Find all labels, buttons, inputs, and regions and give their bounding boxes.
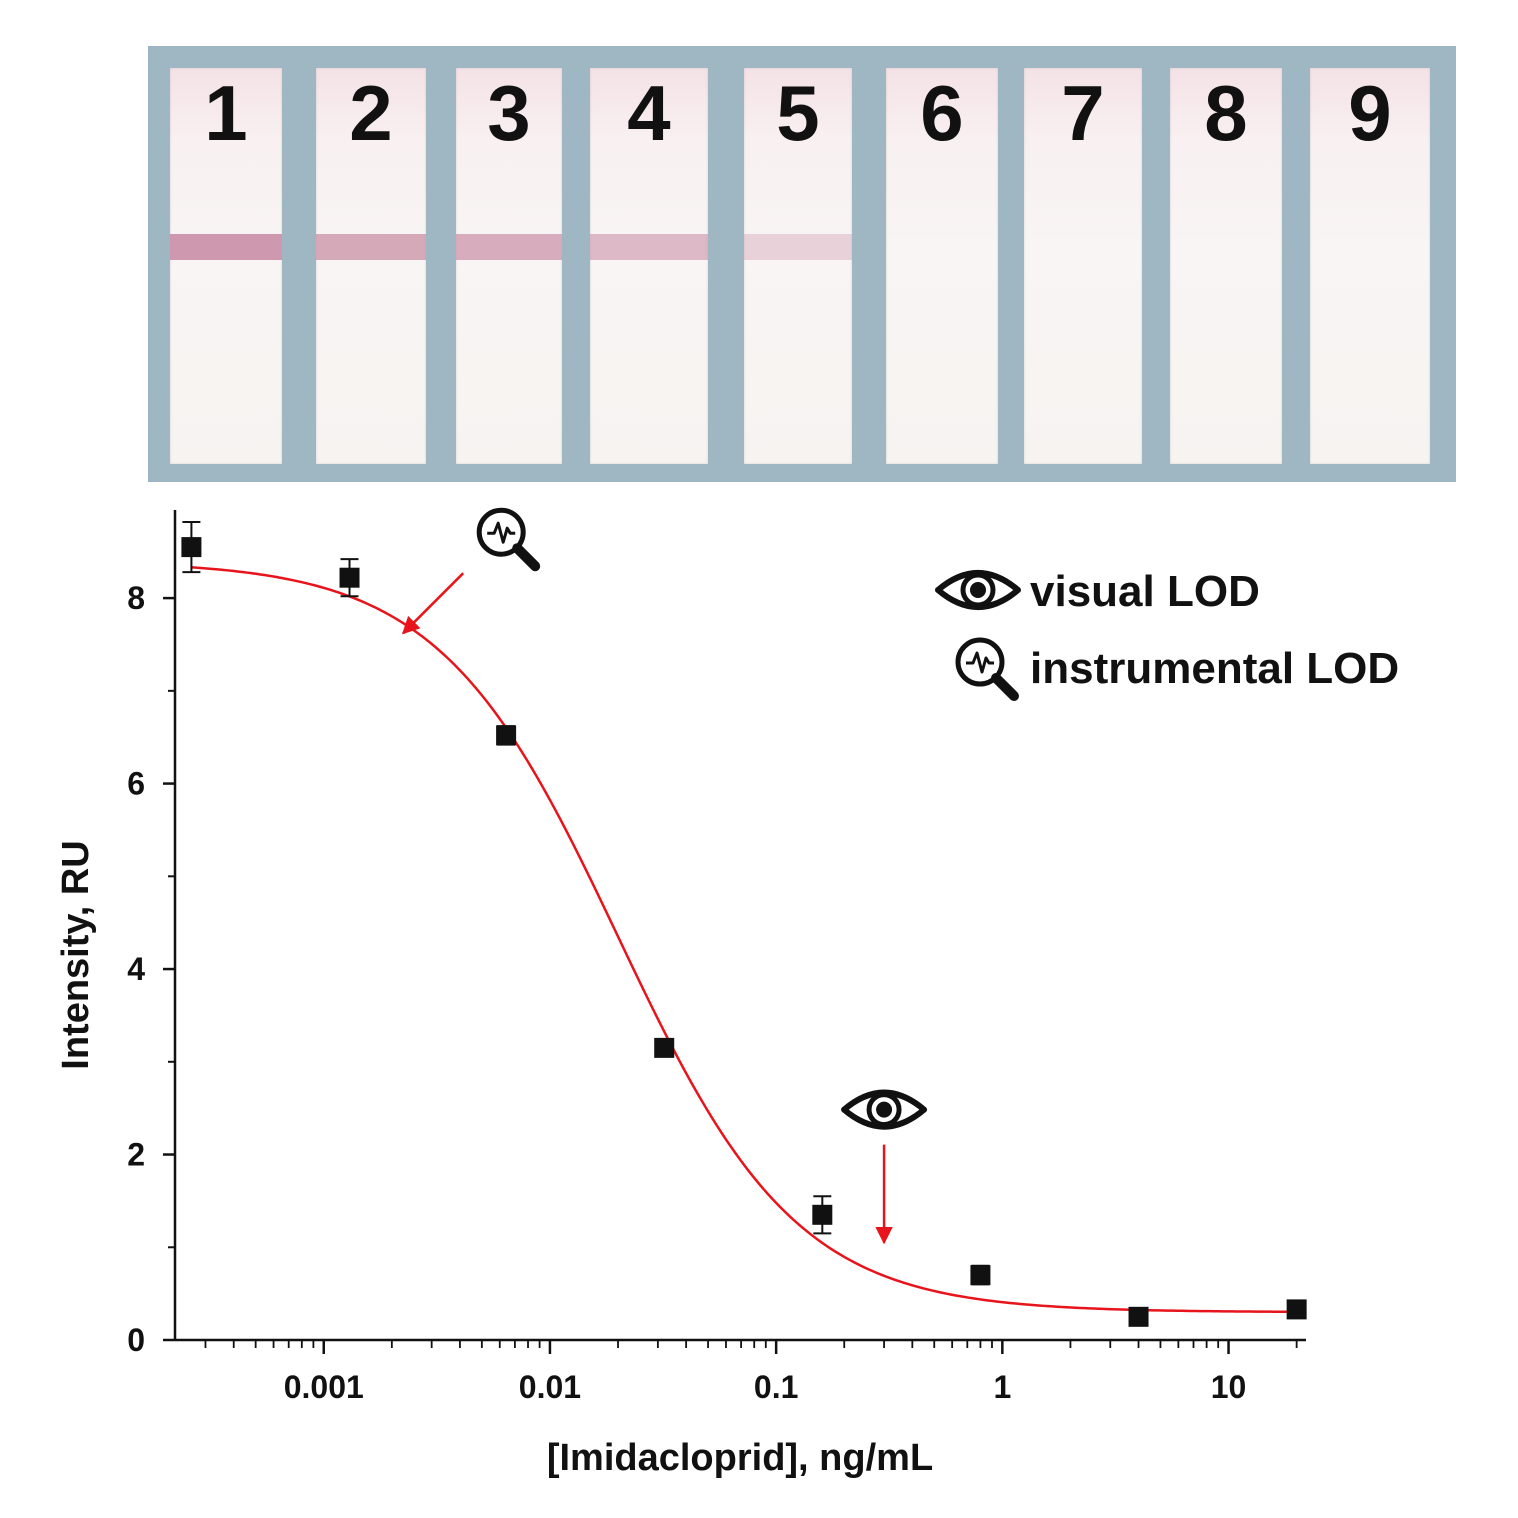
strip-test-line [456,234,562,260]
waveform [966,651,994,674]
strip-test-line [590,234,708,260]
x-tick-label: 1 [993,1369,1011,1405]
legend-label-instrumental-lod: instrumental LOD [1030,644,1399,693]
fit-curve [191,566,1297,1314]
lod-annotations [401,507,928,1245]
data-marker [812,1204,833,1225]
data-marker [654,1037,675,1058]
y-tick-label: 0 [127,1322,145,1358]
x-tick-label: 10 [1211,1369,1247,1405]
data-marker [1286,1299,1307,1320]
test-strip: 7 [1024,68,1142,464]
data-point [654,1037,675,1058]
legend: visual LOD instrumental LOD [935,567,1399,701]
test-strip: 9 [1310,68,1430,464]
data-point [496,725,517,746]
eye-outline [935,570,1021,610]
ticks: 0 2 4 6 8 0.001 0.01 0.1 1 10 [127,580,1298,1405]
waveform [487,521,516,544]
magnifier-waveform-icon [476,507,541,572]
y-axis-title: Intensity, RU [55,840,97,1069]
test-strip: 6 [886,68,998,464]
strip-number: 6 [920,69,964,157]
strip-number: 9 [1348,69,1392,157]
data-marker [970,1265,991,1286]
data-point [181,521,202,574]
magnifier-handle [991,673,1019,701]
magnifier-handle [512,543,541,572]
eye-outline [841,1089,928,1130]
data-marker [181,537,202,558]
y-tick-label: 2 [127,1137,145,1173]
eye-pupil [970,582,986,598]
y-tick-label: 4 [127,951,145,987]
x-axis-title: [Imidacloprid], ng/mL [547,1437,933,1479]
test-strip: 2 [316,68,426,464]
test-strip: 8 [1170,68,1282,464]
legend-label-visual-lod: visual LOD [1030,567,1260,616]
data-point [1128,1306,1149,1327]
data-point [1286,1299,1307,1320]
strip-test-line [316,234,426,260]
data-marker [496,725,517,746]
data-point [812,1195,833,1235]
eye-iris [960,572,996,608]
data-marker [339,567,360,588]
x-tick-label: 0.01 [519,1369,581,1405]
x-tick-label: 0.001 [284,1369,364,1405]
data-point [970,1264,991,1286]
data-marker [1128,1306,1149,1327]
magnifier-waveform-icon [955,637,1019,701]
fit-curve-group [191,566,1297,1314]
strip-number: 1 [204,69,248,157]
instrumental-lod-arrow [401,572,465,635]
strip-number: 4 [627,69,671,157]
strip-number: 3 [487,69,531,157]
strip-number: 2 [349,69,393,157]
eye-icon [841,1089,928,1130]
test-strip: 1 [170,68,282,464]
data-point [339,558,360,598]
strip-test-line [170,234,282,260]
axes [173,510,1306,1342]
test-strip: 3 [456,68,562,464]
strip-test-line [744,234,852,260]
test-strip-panel: 1 2 3 4 5 6 7 8 9 [148,46,1456,482]
data-points [181,521,1307,1327]
test-strip: 5 [744,68,852,464]
strip-number: 7 [1061,69,1105,157]
y-tick-label: 6 [127,766,145,802]
strip-number: 5 [776,69,820,157]
x-tick-label: 0.1 [754,1369,798,1405]
y-tick-label: 8 [127,580,145,616]
test-strip: 4 [590,68,708,464]
strip-number: 8 [1204,69,1248,157]
eye-iris [866,1092,902,1128]
eye-icon [935,570,1021,610]
eye-pupil [876,1101,893,1118]
